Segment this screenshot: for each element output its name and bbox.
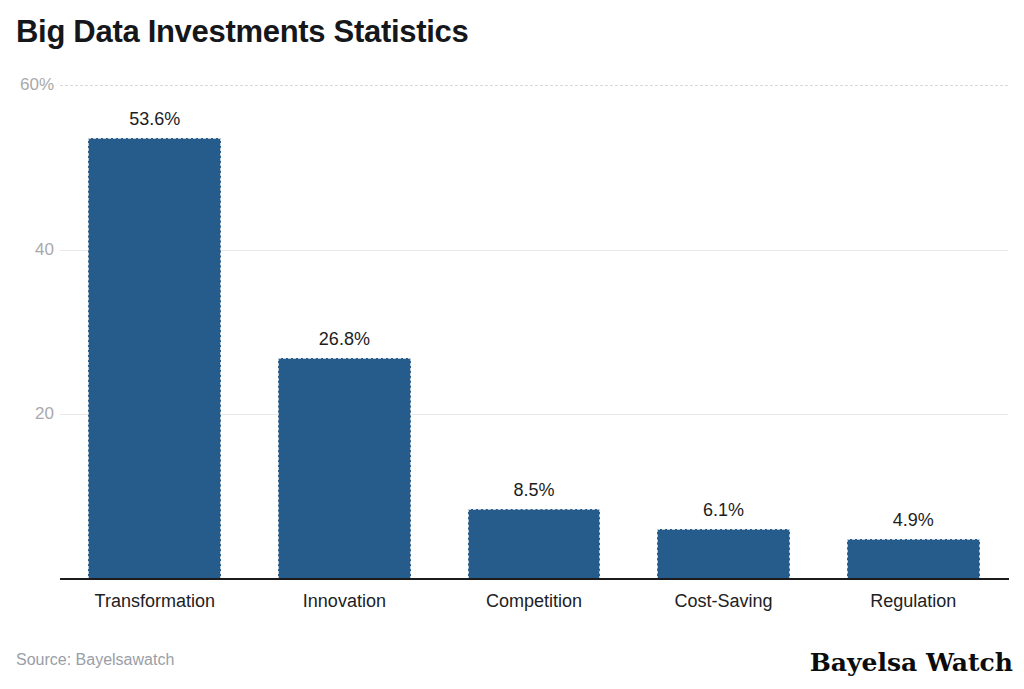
bar-value-label: 26.8% [250, 328, 440, 350]
brand-wordmark: Bayelsa Watch [810, 648, 1013, 677]
y-tick-label-40: 40 [0, 240, 54, 260]
x-axis-label-innovation: Innovation [250, 590, 440, 612]
x-axis-label-transformation: Transformation [60, 590, 250, 612]
bar-band: 6.1% [629, 85, 819, 579]
y-tick-label-60: 60% [0, 75, 54, 95]
bar-band: 26.8% [250, 85, 440, 579]
x-axis-label-competition: Competition [439, 590, 629, 612]
bar-value-label: 6.1% [629, 499, 819, 521]
bar-band: 8.5% [439, 85, 629, 579]
bar-value-label: 8.5% [439, 479, 629, 501]
plot-area: 53.6% 26.8% 8.5%6.1%4.9% [60, 85, 1008, 579]
bar-regulation [847, 539, 980, 579]
x-axis-label-cost-saving: Cost-Saving [629, 590, 819, 612]
bar-band: 53.6% [60, 85, 250, 579]
bar-transformation [88, 138, 221, 579]
chart-title: Big Data Investments Statistics [16, 12, 468, 52]
bar-band: 4.9% [818, 85, 1008, 579]
bar-innovation [278, 358, 411, 579]
bar-value-label: 53.6% [60, 108, 250, 130]
bar-cost-saving [657, 529, 790, 579]
bar-value-label: 4.9% [818, 509, 1008, 531]
chart-page: Big Data Investments Statistics 53.6% 26.… [0, 0, 1024, 689]
source-note: Source: Bayelsawatch [16, 651, 174, 669]
bar-competition [468, 509, 601, 579]
x-axis-line [60, 578, 1009, 580]
y-tick-label-20: 20 [0, 404, 54, 424]
x-axis-label-regulation: Regulation [818, 590, 1008, 612]
